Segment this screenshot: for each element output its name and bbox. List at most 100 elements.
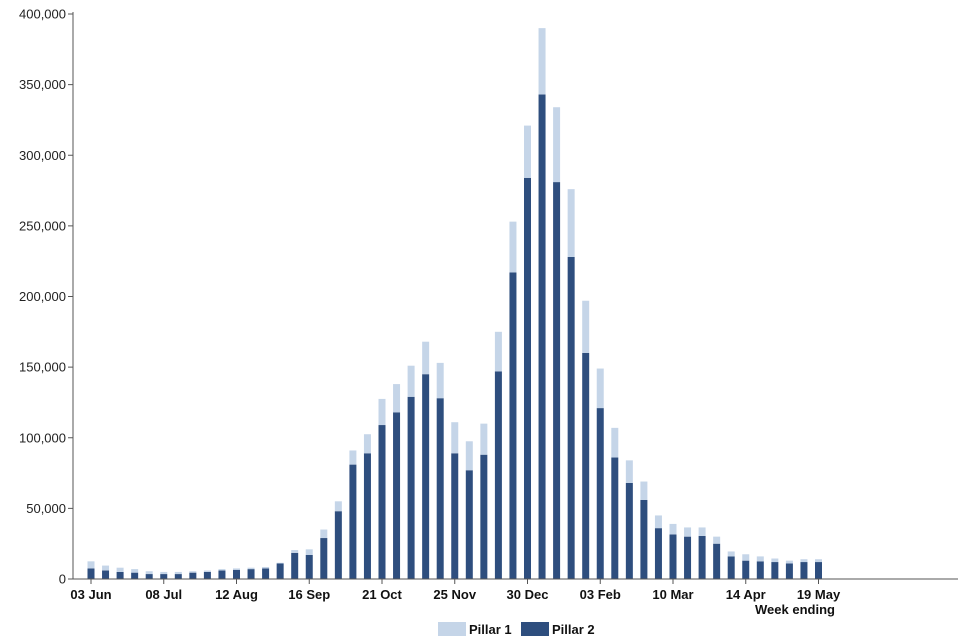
bar-pillar-2 — [756, 561, 764, 579]
bar-pillar-2 — [116, 571, 124, 579]
bar-pillar-1 — [582, 300, 590, 353]
bar-pillar-1 — [305, 549, 313, 555]
bar-pillar-2 — [363, 453, 371, 579]
y-tick-label: 50,000 — [26, 501, 66, 516]
bar-pillar-1 — [218, 569, 226, 571]
bar-pillar-2 — [567, 256, 575, 579]
bar-pillar-2 — [320, 538, 328, 579]
bar-pillar-2 — [247, 569, 255, 579]
legend-label: Pillar 2 — [552, 622, 595, 637]
bar-pillar-2 — [785, 563, 793, 579]
bar-pillar-1 — [247, 567, 255, 570]
bar-pillar-1 — [800, 559, 808, 563]
x-tick-label: 03 Jun — [70, 587, 111, 602]
x-tick-label: 19 May — [797, 587, 841, 602]
bar-pillar-1 — [713, 536, 721, 544]
bar-pillar-2 — [407, 396, 415, 579]
bar-pillar-2 — [276, 563, 284, 579]
bar-pillar-2 — [465, 470, 473, 579]
bar-pillar-2 — [291, 552, 299, 579]
bar-pillar-2 — [145, 574, 153, 579]
bar-pillar-2 — [305, 554, 313, 579]
bar-pillar-1 — [262, 566, 270, 569]
bar-pillar-2 — [218, 570, 226, 579]
legend-label: Pillar 1 — [469, 622, 512, 637]
bar-pillar-1 — [349, 450, 357, 465]
bar-pillar-1 — [451, 422, 459, 454]
bar-pillar-1 — [654, 515, 662, 529]
bar-pillar-2 — [654, 528, 662, 579]
x-tick-label: 10 Mar — [652, 587, 693, 602]
bar-pillar-2 — [203, 571, 211, 579]
bar-pillar-2 — [334, 511, 342, 579]
bar-pillar-2 — [349, 464, 357, 579]
legend-swatch — [521, 622, 549, 636]
bar-pillar-2 — [480, 454, 488, 579]
bar-pillar-1 — [465, 441, 473, 471]
x-tick-label: 03 Feb — [580, 587, 621, 602]
bar-pillar-1 — [131, 569, 139, 573]
bar-pillar-1 — [174, 571, 182, 575]
bar-pillar-2 — [582, 353, 590, 579]
bar-pillar-1 — [684, 527, 692, 537]
bar-pillar-1 — [553, 107, 561, 183]
bar-pillar-2 — [713, 543, 721, 579]
x-tick-label: 08 Jul — [145, 587, 182, 602]
bar-pillar-2 — [436, 398, 444, 579]
bar-pillar-1 — [145, 571, 153, 575]
bar-pillar-2 — [698, 535, 706, 579]
bar-pillar-2 — [131, 572, 139, 579]
bars — [87, 28, 822, 580]
bar-pillar-2 — [189, 572, 197, 579]
y-axis: 0 50,000 100,000 150,000 200,000 250,000 300,0… — [19, 7, 74, 587]
bar-pillar-1 — [596, 368, 604, 409]
bar-pillar-2 — [102, 570, 110, 579]
bar-pillar-1 — [625, 460, 633, 483]
bar-pillar-1 — [436, 362, 444, 399]
bar-pillar-2 — [669, 534, 677, 579]
bar-pillar-2 — [87, 568, 95, 579]
bar-pillar-2 — [262, 568, 270, 579]
x-axis: 03 Jun 08 Jul 12 Aug 16 Sep 21 Oct 25 Nov 30 D… — [70, 578, 958, 602]
bar-pillar-2 — [509, 272, 517, 579]
bar-pillar-1 — [422, 341, 430, 375]
bar-pillar-1 — [320, 529, 328, 539]
bar-pillar-1 — [393, 384, 401, 413]
bar-pillar-1 — [334, 501, 342, 512]
bar-pillar-1 — [524, 125, 531, 178]
bar-pillar-2 — [451, 453, 459, 579]
bar-pillar-1 — [291, 550, 299, 553]
legend-swatch — [438, 622, 466, 636]
x-axis-title: Week ending — [755, 602, 835, 617]
bar-pillar-2 — [174, 574, 182, 579]
bar-pillar-2 — [640, 499, 648, 579]
bar-pillar-1 — [407, 365, 415, 397]
bar-pillar-1 — [771, 558, 779, 563]
bar-pillar-2 — [742, 560, 750, 579]
x-tick-label: 25 Nov — [433, 587, 476, 602]
bar-pillar-1 — [611, 427, 619, 458]
y-tick-label: 350,000 — [19, 77, 66, 92]
y-tick-label: 200,000 — [19, 289, 66, 304]
bar-pillar-1 — [102, 565, 110, 571]
bar-pillar-1 — [640, 481, 648, 500]
bar-pillar-1 — [494, 331, 502, 372]
bar-pillar-1 — [276, 562, 284, 564]
bar-pillar-2 — [524, 177, 531, 579]
bar-pillar-1 — [669, 523, 677, 535]
bar-pillar-2 — [233, 569, 240, 579]
bar-pillar-1 — [698, 527, 706, 536]
y-tick-label: 300,000 — [19, 148, 66, 163]
x-tick-label: 16 Sep — [288, 587, 330, 602]
bar-pillar-2 — [538, 94, 546, 579]
bar-pillar-2 — [815, 562, 822, 579]
x-tick-label: 14 Apr — [726, 587, 766, 602]
y-tick-label: 250,000 — [19, 218, 66, 233]
bar-pillar-1 — [363, 434, 371, 454]
bar-pillar-1 — [727, 551, 735, 557]
bar-pillar-2 — [596, 408, 604, 579]
bar-pillar-1 — [785, 560, 793, 564]
bar-pillar-2 — [611, 457, 619, 579]
bar-pillar-1 — [509, 221, 517, 273]
